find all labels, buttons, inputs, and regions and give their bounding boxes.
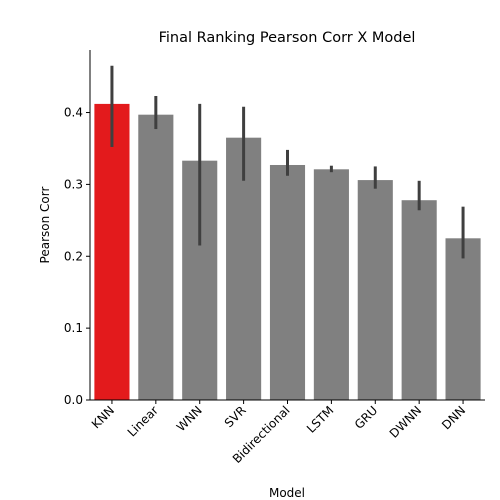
bar-knn bbox=[94, 103, 130, 401]
x-axis-label: Model bbox=[269, 486, 305, 500]
y-tick-label-4: 0.4 bbox=[64, 106, 83, 120]
y-tick-label-1: 0.1 bbox=[64, 321, 83, 335]
bar-gru bbox=[357, 180, 393, 400]
x-tick-label-linear: Linear bbox=[125, 403, 161, 439]
error-bars-group bbox=[110, 65, 465, 259]
y-axis: 0.0 0.1 0.2 0.3 0.4 bbox=[64, 50, 91, 407]
bars-group bbox=[94, 103, 481, 401]
bar-dwnn bbox=[401, 200, 437, 400]
bar-lstm bbox=[313, 169, 349, 400]
x-tick-label-gru: GRU bbox=[352, 403, 381, 432]
x-tick-label-lstm: LSTM bbox=[304, 403, 337, 436]
bar-linear bbox=[138, 114, 174, 400]
y-tick-label-0: 0.0 bbox=[64, 393, 83, 407]
bar-dnn bbox=[445, 238, 481, 400]
chart-title: Final Ranking Pearson Corr X Model bbox=[159, 30, 416, 46]
y-tick-label-3: 0.3 bbox=[64, 177, 83, 191]
y-tick-label-2: 0.2 bbox=[64, 249, 83, 263]
x-tick-label-dnn: DNN bbox=[439, 403, 468, 432]
y-axis-label: Pearson Corr bbox=[38, 187, 52, 264]
x-tick-label-knn: KNN bbox=[89, 403, 117, 431]
x-tick-label-svr: SVR bbox=[222, 403, 249, 430]
x-tick-label-dwnn: DWNN bbox=[387, 403, 425, 441]
bar-bidirectional bbox=[269, 164, 306, 400]
x-tick-label-wnn: WNN bbox=[174, 403, 205, 434]
bar-svr bbox=[226, 137, 262, 400]
